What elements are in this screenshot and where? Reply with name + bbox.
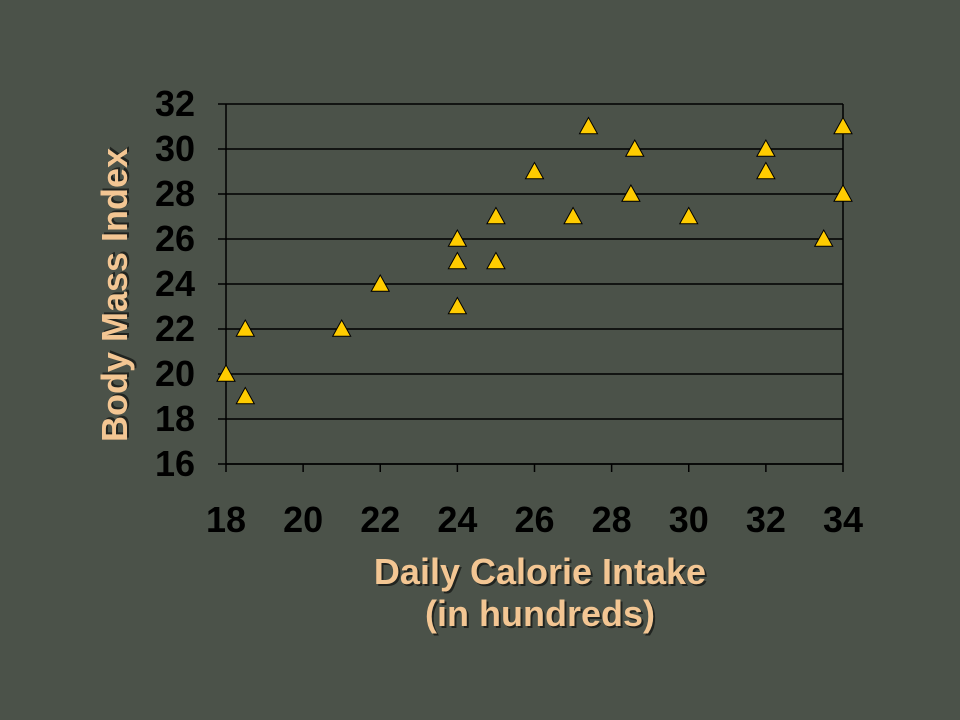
svg-text:Body Mass Index: Body Mass Index xyxy=(96,146,137,440)
x-tick-label: 22 xyxy=(360,499,400,540)
data-point xyxy=(486,251,506,270)
data-point xyxy=(235,386,256,405)
data-point xyxy=(621,183,641,202)
data-point xyxy=(563,206,583,225)
y-axis-title: Body Mass Index Body Mass Index xyxy=(94,146,137,442)
y-tick-label: 28 xyxy=(155,173,195,214)
y-tick-label: 22 xyxy=(155,308,195,349)
x-tick-label: 20 xyxy=(283,499,323,540)
data-point xyxy=(813,228,834,247)
y-axis-title-text: Body Mass Index xyxy=(94,148,135,442)
data-points xyxy=(216,116,853,405)
data-point xyxy=(331,318,352,337)
y-tick-label: 26 xyxy=(155,218,195,259)
data-point xyxy=(447,296,468,315)
y-tick-label: 24 xyxy=(155,263,195,304)
x-tick-label: 30 xyxy=(669,499,709,540)
x-axis-title-line-2: (in hundreds) xyxy=(425,593,655,634)
data-point xyxy=(486,206,506,225)
grid-lines xyxy=(226,103,843,465)
x-tick-label: 34 xyxy=(823,499,863,540)
data-point xyxy=(833,116,853,135)
data-point xyxy=(578,116,599,135)
y-tick-label: 18 xyxy=(155,398,195,439)
axes xyxy=(218,103,844,472)
y-tick-label: 32 xyxy=(155,83,195,124)
x-tick-label: 28 xyxy=(592,499,632,540)
y-tick-label: 30 xyxy=(155,128,195,169)
y-tick-label: 20 xyxy=(155,353,195,394)
data-point xyxy=(833,183,853,202)
data-point xyxy=(756,161,776,180)
x-axis-title-line-1: Daily Calorie Intake xyxy=(374,551,706,592)
data-point xyxy=(370,273,391,292)
data-point xyxy=(524,161,545,180)
y-tick-label: 16 xyxy=(155,443,195,484)
data-point xyxy=(235,318,256,337)
data-point xyxy=(756,138,776,157)
x-tick-label: 32 xyxy=(746,499,786,540)
x-tick-labels: 18 20 22 24 26 28 30 32 34 xyxy=(206,499,863,540)
x-tick-label: 24 xyxy=(437,499,477,540)
data-point xyxy=(447,251,468,270)
data-point xyxy=(216,363,236,382)
data-point xyxy=(678,206,699,225)
x-tick-label: 18 xyxy=(206,499,246,540)
data-point xyxy=(624,138,645,157)
x-tick-label: 26 xyxy=(514,499,554,540)
svg-text:Daily Calorie Intake: Daily Calorie Intake xyxy=(376,553,708,594)
svg-text:(in hundreds): (in hundreds) xyxy=(427,595,657,636)
data-point xyxy=(447,228,468,247)
x-axis-title: Daily Calorie Intake Daily Calorie Intak… xyxy=(374,551,708,636)
